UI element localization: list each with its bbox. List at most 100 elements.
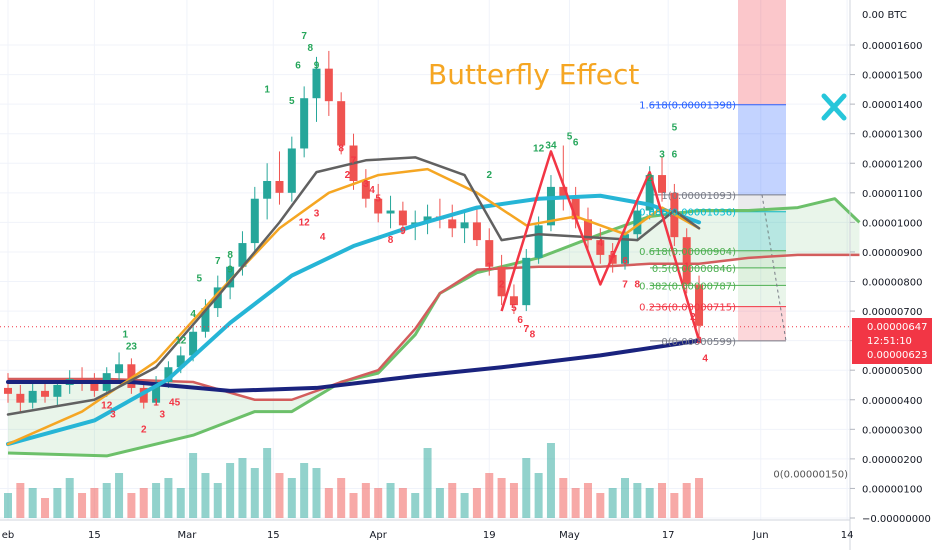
volume-bar xyxy=(658,483,667,518)
volume-bar xyxy=(102,483,111,518)
volume-bar xyxy=(645,488,654,518)
volume-bar xyxy=(90,488,99,518)
candle-body xyxy=(275,180,284,193)
y-tick-label: 0.00000300 xyxy=(862,425,922,436)
td-count-label: 12 xyxy=(299,217,311,228)
fib-label: 0.618(0.00000904) xyxy=(639,247,736,258)
td-count-label: 1 xyxy=(153,398,159,409)
td-count-label: 2 xyxy=(345,170,351,181)
td-count-label: 4 xyxy=(320,232,326,243)
volume-bar xyxy=(583,483,592,518)
x-tick-label: 15 xyxy=(267,530,280,541)
candle-body xyxy=(127,364,136,388)
candle-body xyxy=(300,98,309,149)
fib-zone xyxy=(738,250,786,268)
td-count-label: 5 xyxy=(375,194,381,205)
volume-bar xyxy=(546,443,555,518)
td-count-label: 3 xyxy=(159,409,165,420)
moving-average-line xyxy=(6,167,701,446)
td-count-label: 2 xyxy=(486,170,492,181)
candle-body xyxy=(337,101,346,146)
candle-body xyxy=(398,210,407,226)
y-tick-label: 0.00001000 xyxy=(862,218,922,229)
td-count-label: 1 xyxy=(264,84,270,95)
volume-bar xyxy=(670,493,679,518)
td-count-label: 9 xyxy=(314,61,320,72)
close-x-icon[interactable] xyxy=(821,93,847,121)
td-count-label: 5 xyxy=(196,274,202,285)
candle-body xyxy=(287,148,296,193)
candle-body xyxy=(312,68,321,99)
time-axis[interactable]: eb 15 Mar 15 Apr 19 May 17 Jun 14 xyxy=(2,530,854,541)
volume-bar xyxy=(509,483,518,518)
td-count-label: 6 xyxy=(573,138,579,149)
fib-label: 0.5(0.00000846) xyxy=(652,264,736,275)
y-tick-label: 0.00001400 xyxy=(862,100,922,111)
y-tick-label: 0.00000500 xyxy=(862,366,922,377)
candle-body xyxy=(497,266,506,297)
fib-label: 0(0.00000599) xyxy=(661,337,736,348)
td-count-label: 2 xyxy=(647,173,653,184)
candle-body xyxy=(201,308,210,332)
td-count-label: 5 xyxy=(511,303,517,314)
candle-body xyxy=(546,186,555,226)
candle-body xyxy=(152,382,161,403)
chart-title: Butterfly Effect xyxy=(428,58,639,91)
volume-bar xyxy=(472,488,481,518)
candle-body xyxy=(621,234,629,264)
candle-body xyxy=(226,266,235,288)
fib-label: 0.886(0.00001036) xyxy=(639,208,736,219)
candle-body xyxy=(485,240,494,267)
td-count-label: 3 xyxy=(696,336,702,347)
fibonacci-zones xyxy=(650,0,787,342)
volume-bar xyxy=(28,488,37,518)
volume-bar xyxy=(349,493,358,518)
fib-zone xyxy=(738,285,786,307)
candle-body xyxy=(374,198,383,214)
current-price-label: 0.00000647 xyxy=(867,322,927,333)
candle-body xyxy=(423,216,432,223)
low-price-label: 0.00000623 xyxy=(867,350,927,361)
volume-bar xyxy=(139,488,148,518)
td-count-label: 7 xyxy=(523,324,529,335)
td-count-label: 3 xyxy=(110,409,116,420)
candle-body xyxy=(324,68,333,102)
y-tick-label: 0.00000800 xyxy=(862,278,922,289)
x-tick-label: Apr xyxy=(370,530,388,541)
volume-bar xyxy=(324,488,333,518)
candle-body xyxy=(658,175,667,193)
volume-bar xyxy=(534,473,543,518)
td-count-label: 8 xyxy=(308,43,314,54)
candle-body xyxy=(16,393,25,403)
x-tick-label: 19 xyxy=(483,530,496,541)
volume-bar xyxy=(435,488,444,518)
td-count-label: 45 xyxy=(169,398,181,409)
candle-body xyxy=(472,222,481,241)
candle-body xyxy=(559,186,568,199)
volume-bar xyxy=(226,463,235,518)
volume-bar xyxy=(337,478,346,518)
td-count-label: 8 xyxy=(227,250,233,261)
fib-zone xyxy=(738,211,786,251)
x-tick-label: May xyxy=(559,530,580,541)
td-count-label: 8 xyxy=(388,235,394,246)
candle-body xyxy=(509,296,518,306)
td-count-label: 4 xyxy=(369,185,375,196)
fib-label: 0(0.00000150) xyxy=(773,470,848,481)
volume-bar xyxy=(497,478,506,518)
td-count-label: 2 xyxy=(499,279,505,290)
td-count-label: 5 xyxy=(289,96,295,107)
candle-body xyxy=(176,355,185,368)
td-count-label: 1 xyxy=(122,330,128,341)
td-count-label: 2 xyxy=(141,424,147,435)
y-tick-label: 0.00001200 xyxy=(862,159,922,170)
volume-bar xyxy=(682,483,691,518)
y-tick-label: 0.00001500 xyxy=(862,71,922,82)
cloud-line xyxy=(8,253,860,401)
td-count-label: 7 xyxy=(301,31,307,42)
volume-bar xyxy=(300,463,309,518)
countdown-label: 12:51:10 xyxy=(867,336,912,347)
volume-bar xyxy=(460,493,469,518)
